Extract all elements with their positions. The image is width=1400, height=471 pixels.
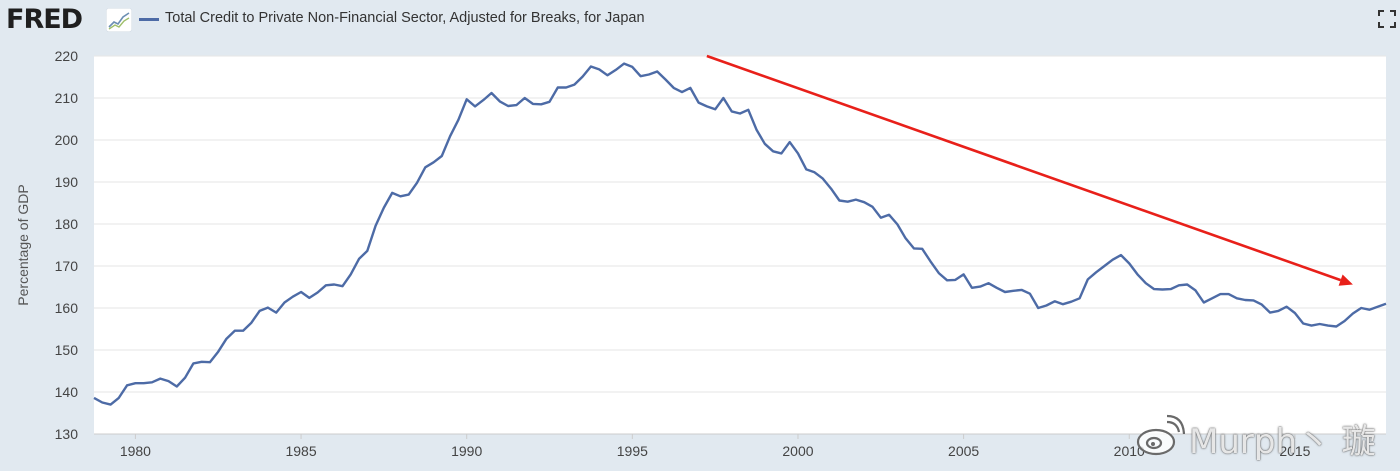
x-tick-label: 1980 (120, 443, 151, 459)
annotations (706, 54, 1353, 286)
trend-arrow-head (1338, 274, 1353, 286)
fullscreen-icon[interactable] (1378, 10, 1396, 28)
chart-title: Total Credit to Private Non-Financial Se… (165, 10, 645, 26)
y-tick-label: 200 (55, 132, 79, 148)
x-tick-label: 1995 (617, 443, 648, 459)
fred-logo[interactable]: FRED (6, 4, 83, 35)
x-tick-label: 2015 (1279, 443, 1310, 459)
y-axis-label: Percentage of GDP (15, 184, 31, 305)
plot-area (94, 56, 1386, 434)
x-tick-label: 2005 (948, 443, 979, 459)
y-tick-label: 140 (55, 384, 79, 400)
watermark: Murph丶 璇 (1135, 412, 1395, 462)
watermark-text: Murph丶 璇 (1189, 422, 1376, 462)
y-tick-label: 210 (55, 90, 79, 106)
y-tick-label: 190 (55, 174, 79, 190)
chart-header: FRED Total Credit to Private Non-Financi… (0, 0, 1400, 40)
y-axis-ticks: 130 140 150 160 170 180 190 200 210 220 (55, 48, 79, 442)
x-tick-label: 1990 (451, 443, 482, 459)
trend-arrow-line (706, 54, 1342, 282)
legend-series-swatch (139, 18, 159, 21)
line-graph-icon (106, 8, 132, 32)
y-tick-label: 160 (55, 300, 79, 316)
y-tick-label: 170 (55, 258, 79, 274)
y-tick-label: 150 (55, 342, 79, 358)
weibo-icon (1136, 414, 1185, 456)
y-tick-label: 130 (55, 426, 79, 442)
x-tick-label: 2000 (782, 443, 813, 459)
x-tick-label: 2010 (1114, 443, 1145, 459)
y-tick-label: 180 (55, 216, 79, 232)
y-tick-label: 220 (55, 48, 79, 64)
series-line[interactable] (93, 62, 1387, 406)
x-tick-label: 1985 (285, 443, 316, 459)
